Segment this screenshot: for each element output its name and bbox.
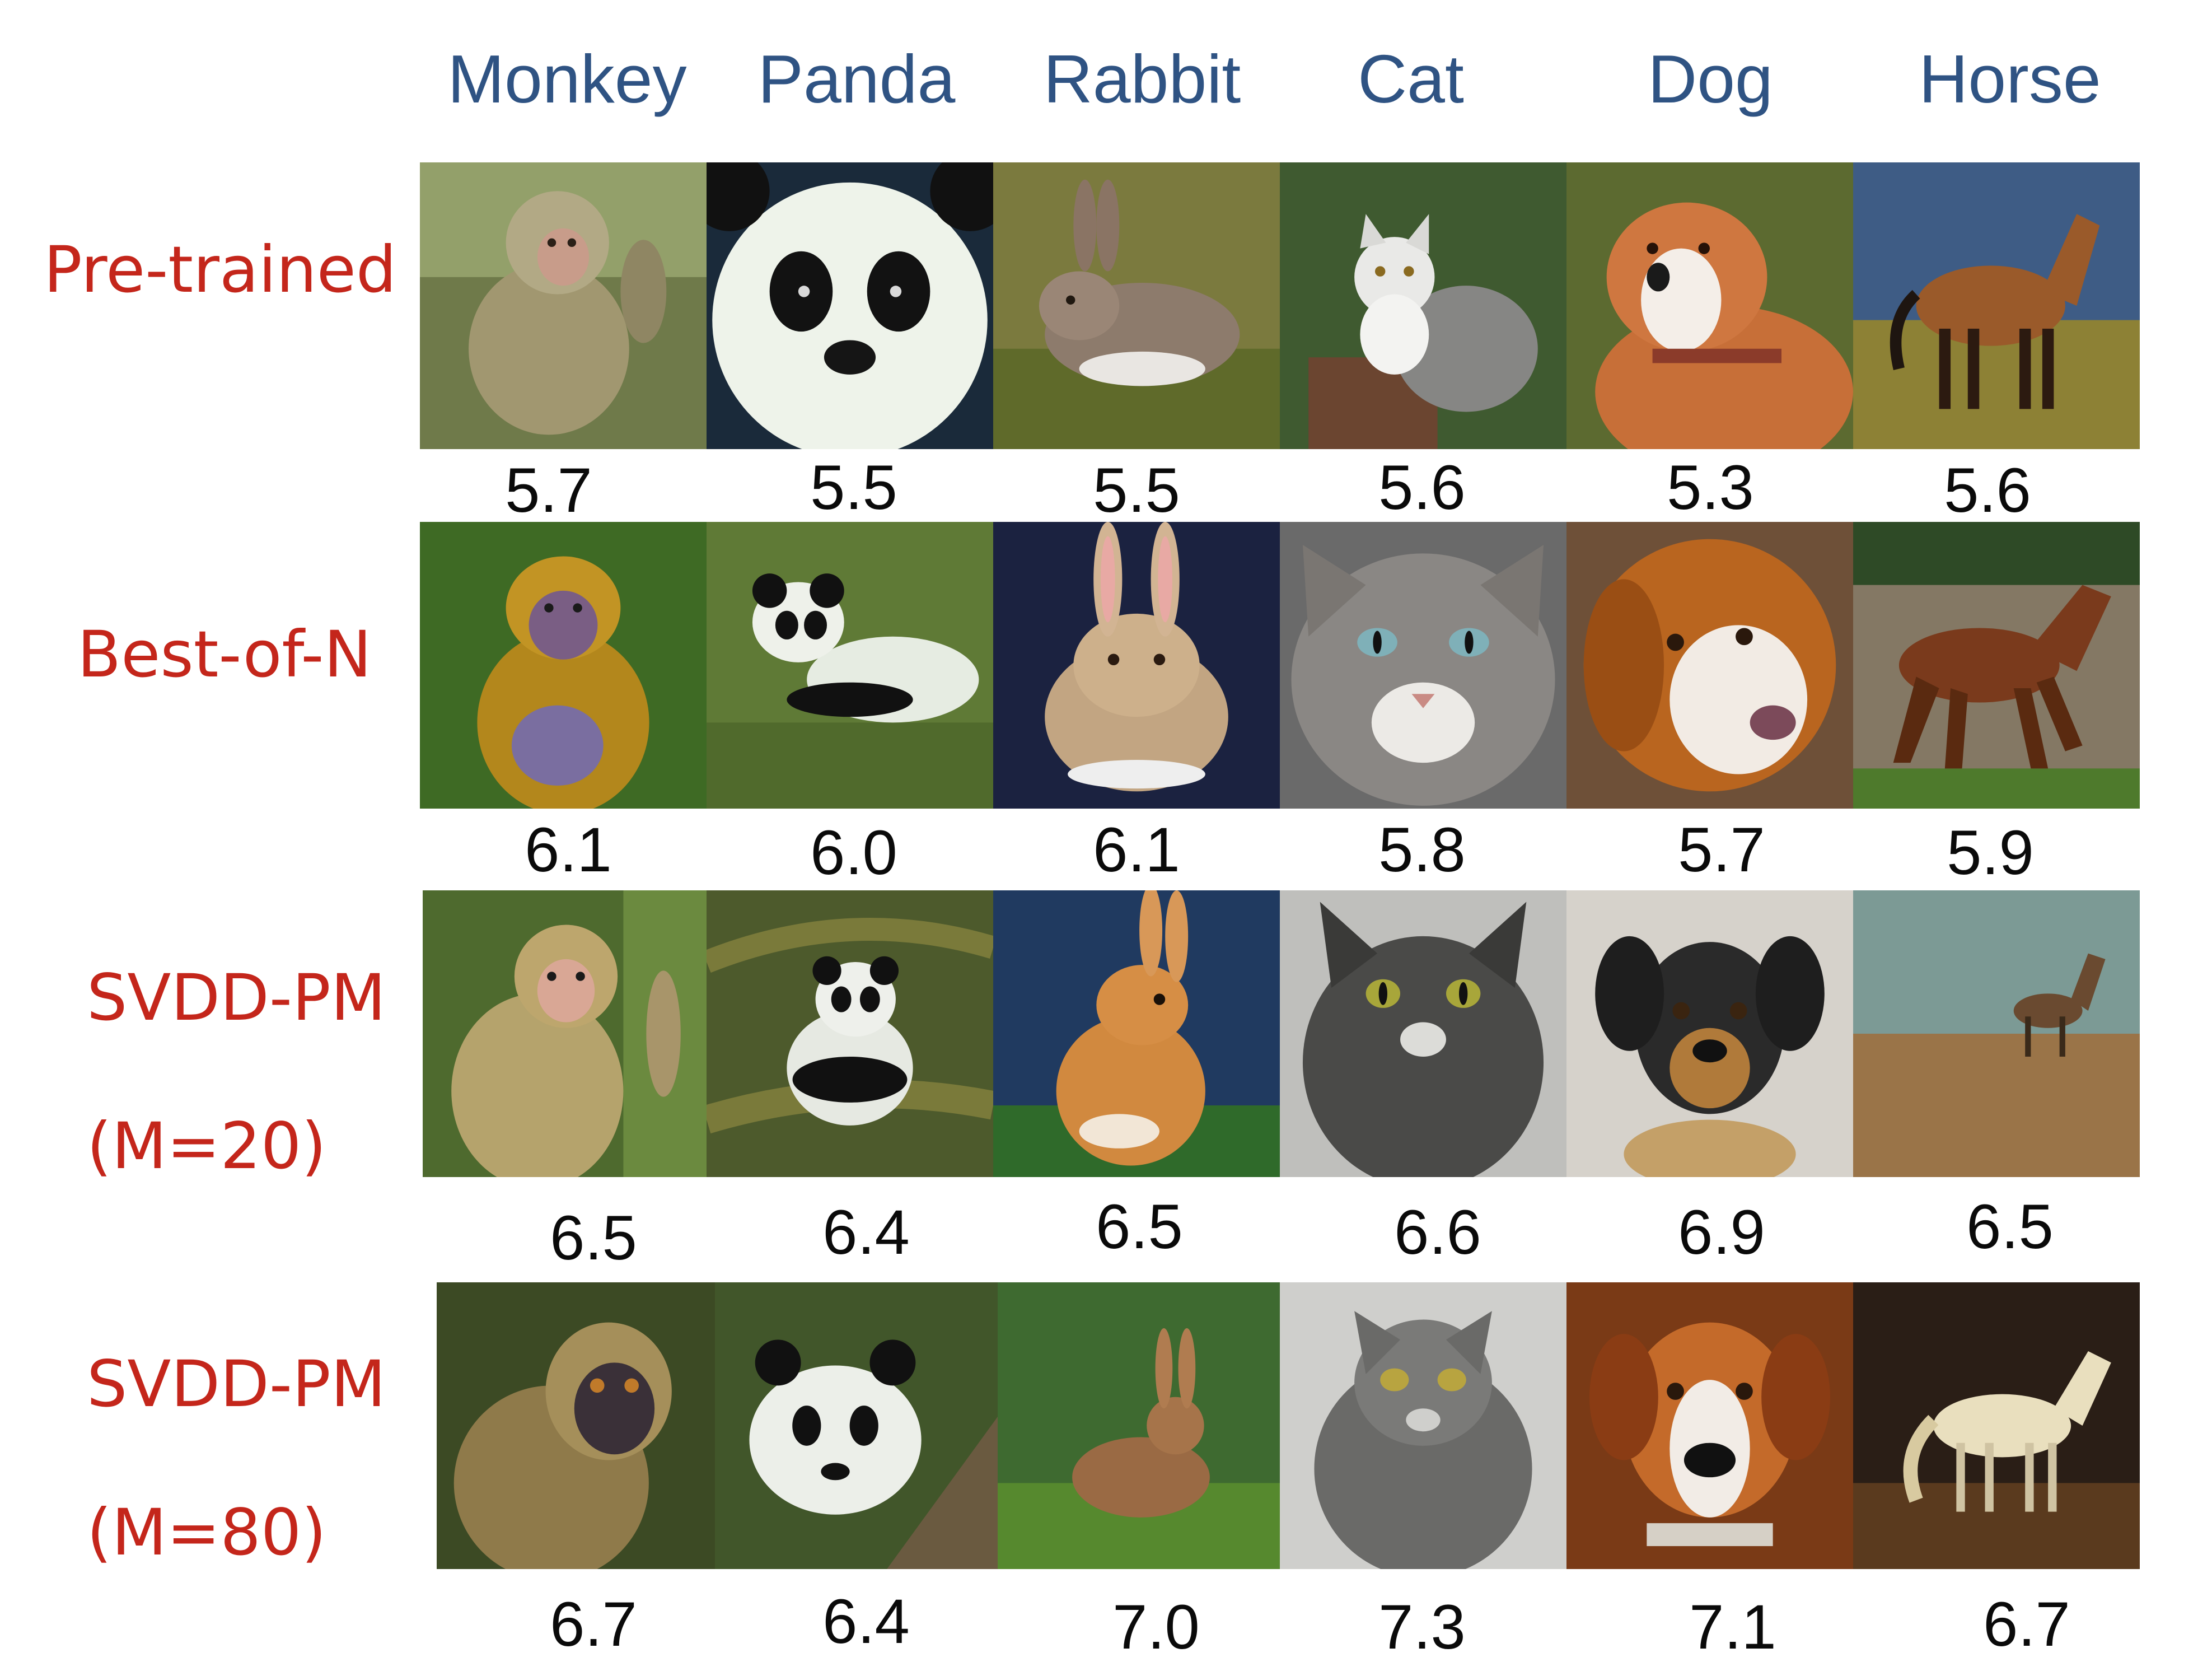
image-svdd-pm-20-panda	[707, 890, 993, 1177]
score-best-of-n-rabbit: 6.1	[1093, 815, 1180, 885]
image-best-of-n-monkey	[420, 522, 707, 809]
score-best-of-n-dog: 5.7	[1678, 815, 1765, 885]
image-pretrained-dog	[1566, 162, 1853, 449]
score-svdd-pm-20-horse: 6.5	[1966, 1192, 2054, 1262]
row-label-m80: (M=80)	[87, 1495, 326, 1570]
column-header-panda: Panda	[757, 41, 956, 117]
score-best-of-n-monkey: 6.1	[525, 815, 612, 885]
image-pretrained-rabbit	[993, 162, 1280, 449]
image-best-of-n-rabbit	[993, 522, 1280, 809]
image-svdd-pm-20-dog	[1566, 890, 1853, 1177]
image-best-of-n-panda	[707, 522, 993, 809]
image-svdd-pm-20-horse	[1853, 890, 2140, 1177]
score-svdd-pm-20-monkey: 6.5	[550, 1203, 637, 1273]
score-pretrained-monkey: 5.7	[505, 455, 592, 525]
score-svdd-pm-80-rabbit: 7.0	[1112, 1592, 1200, 1662]
score-svdd-pm-20-rabbit: 6.5	[1096, 1192, 1183, 1262]
row-label-pretrained: Pre-trained	[44, 232, 397, 307]
image-svdd-pm-80-panda	[715, 1282, 1002, 1569]
column-header-cat: Cat	[1358, 41, 1464, 117]
score-svdd-pm-80-horse: 6.7	[1983, 1589, 2070, 1659]
image-svdd-pm-80-cat	[1280, 1282, 1566, 1569]
image-best-of-n-horse	[1853, 522, 2140, 809]
row-label-m20: (M=20)	[87, 1109, 326, 1183]
score-best-of-n-cat: 5.8	[1378, 815, 1466, 885]
score-svdd-pm-20-panda: 6.4	[822, 1197, 910, 1267]
image-pretrained-monkey	[420, 162, 707, 449]
score-pretrained-rabbit: 5.5	[1093, 455, 1180, 525]
score-pretrained-horse: 5.6	[1944, 455, 2031, 525]
row-label-best-of-n: Best-of-N	[77, 617, 372, 692]
column-header-horse: Horse	[1919, 41, 2101, 117]
score-svdd-pm-80-monkey: 6.7	[550, 1589, 637, 1659]
column-header-dog: Dog	[1648, 41, 1773, 117]
score-svdd-pm-80-panda: 6.4	[822, 1586, 910, 1656]
image-svdd-pm-20-monkey	[423, 890, 709, 1177]
column-header-monkey: Monkey	[447, 41, 687, 117]
score-svdd-pm-80-dog: 7.1	[1689, 1592, 1776, 1662]
image-pretrained-horse	[1853, 162, 2140, 449]
score-svdd-pm-20-cat: 6.6	[1394, 1197, 1481, 1267]
row-label-svdd-pm-80: SVDD-PM	[87, 1347, 386, 1421]
image-svdd-pm-20-rabbit	[993, 890, 1280, 1177]
image-svdd-pm-80-rabbit	[998, 1282, 1284, 1569]
image-best-of-n-dog	[1566, 522, 1853, 809]
image-svdd-pm-80-dog	[1566, 1282, 1853, 1569]
image-svdd-pm-80-monkey	[437, 1282, 723, 1569]
score-svdd-pm-20-dog: 6.9	[1678, 1197, 1765, 1267]
score-svdd-pm-80-cat: 7.3	[1378, 1592, 1466, 1662]
score-pretrained-panda: 5.5	[810, 452, 897, 522]
score-best-of-n-panda: 6.0	[810, 818, 897, 888]
image-svdd-pm-80-horse	[1853, 1282, 2140, 1569]
image-pretrained-cat	[1280, 162, 1566, 449]
image-svdd-pm-20-cat	[1280, 890, 1566, 1177]
image-pretrained-panda	[707, 162, 993, 449]
score-best-of-n-horse: 5.9	[1947, 818, 2034, 888]
score-pretrained-cat: 5.6	[1378, 452, 1466, 522]
image-best-of-n-cat	[1280, 522, 1566, 809]
row-label-svdd-pm-20: SVDD-PM	[87, 960, 386, 1035]
score-pretrained-dog: 5.3	[1667, 452, 1754, 522]
column-header-rabbit: Rabbit	[1043, 41, 1241, 117]
